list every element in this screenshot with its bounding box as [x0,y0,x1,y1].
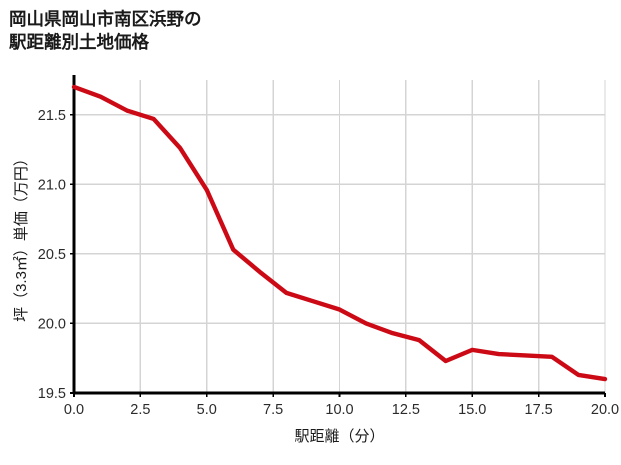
data-series-line [71,84,608,382]
x-tick-label: 17.5 [525,402,553,418]
x-tick-label: 15.0 [458,402,486,418]
x-tick-label: 12.5 [392,402,420,418]
y-tick-label: 20.0 [38,316,66,332]
x-tick-label: 2.5 [130,402,150,418]
y-axis-tick-labels: 19.5 20.0 20.5 21.0 21.5 [38,108,66,402]
y-tick-label: 21.0 [38,177,66,193]
chart-title: 岡山県岡山市南区浜野の 駅距離別土地価格 [9,9,202,53]
x-tick-label: 10.0 [325,402,353,418]
x-tick-label: 5.0 [197,402,217,418]
x-tick-label: 7.5 [263,402,283,418]
y-tick-label: 19.5 [38,386,66,402]
y-tick-label: 20.5 [38,247,66,263]
x-axis-tick-labels: 0.0 2.5 5.0 7.5 10.0 12.5 15.0 17.5 20.0 [64,402,619,418]
x-axis-title: 駅距離（分） [294,427,384,445]
x-tick-label: 20.0 [591,402,619,418]
gridlines [74,80,606,394]
axis-spines [72,75,605,395]
y-tick-label: 21.5 [38,108,66,124]
x-tick-label: 0.0 [64,402,84,418]
y-axis-title: 坪（3.3㎡）単価（万円） [13,151,30,322]
